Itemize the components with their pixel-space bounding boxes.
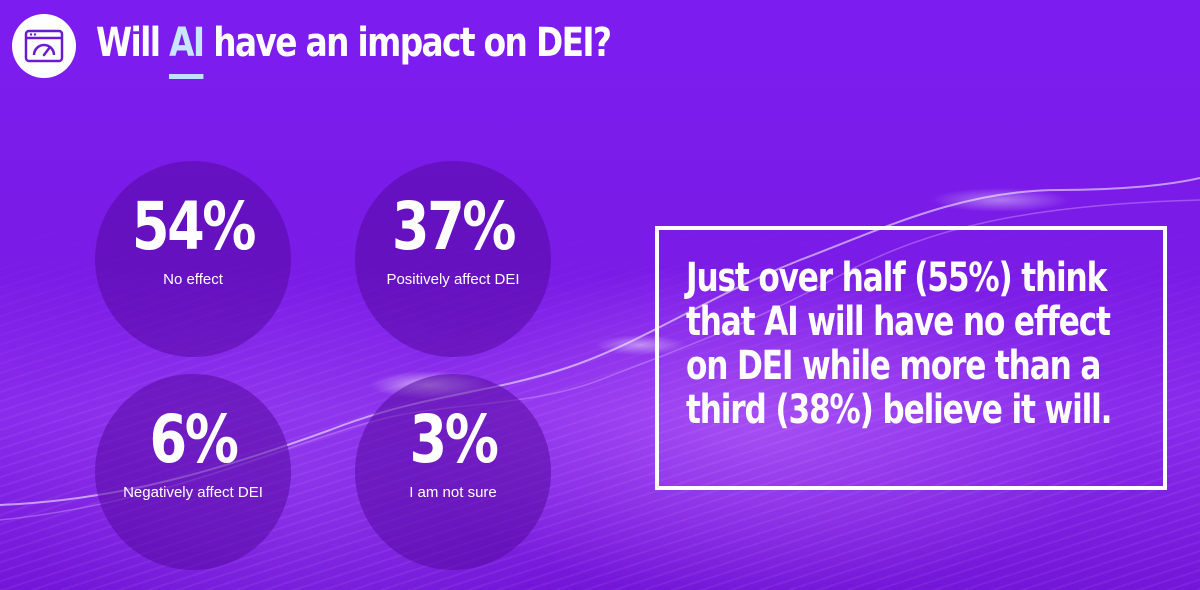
summary-callout: Just over half (55%) think that AI will … [655, 226, 1167, 490]
stat-circle-not-sure: 3% I am not sure [355, 374, 551, 570]
stat-value: 37% [391, 188, 517, 265]
stat-value: 3% [409, 401, 499, 478]
stat-label: I am not sure [409, 484, 497, 501]
callout-line: Just over half (55%) think [686, 255, 1107, 301]
callout-line: third (38%) believe it will. [686, 387, 1113, 433]
callout-line: on DEI while more than a [686, 343, 1101, 389]
callout-line: that AI will have no effect [686, 299, 1111, 345]
header-icon [12, 14, 76, 78]
stat-circle-no-effect: 54% No effect [95, 161, 291, 357]
stat-value: 6% [149, 401, 239, 478]
callout-text: Just over half (55%) think that AI will … [686, 256, 1138, 432]
stat-circle-negatively-affect: 6% Negatively affect DEI [95, 374, 291, 570]
title-highlight: AI [169, 14, 205, 79]
stat-label: Positively affect DEI [386, 271, 520, 288]
page-title: Will AI have an impact on DEI? [96, 14, 612, 79]
stat-label: No effect [163, 271, 223, 288]
speedometer-browser-icon [24, 29, 64, 63]
title-before: Will [96, 20, 161, 66]
title-after: have an impact on DEI? [213, 20, 612, 66]
stat-value: 54% [131, 188, 257, 265]
stat-circle-positively-affect: 37% Positively affect DEI [355, 161, 551, 357]
stat-label: Negatively affect DEI [123, 484, 263, 501]
